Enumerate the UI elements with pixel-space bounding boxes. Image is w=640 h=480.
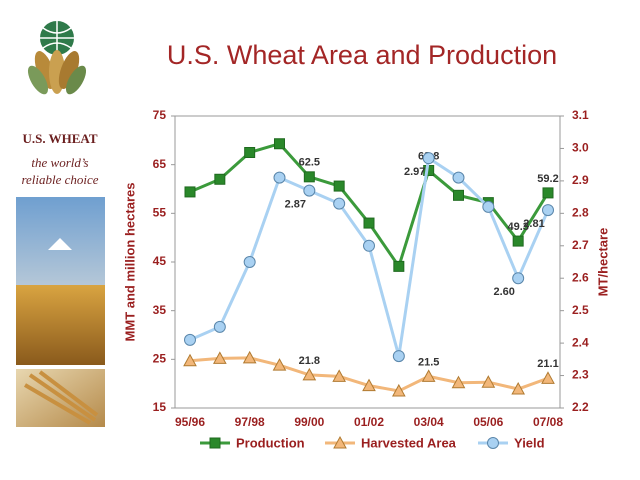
data-label: 21.1 bbox=[537, 358, 558, 370]
marker bbox=[303, 171, 315, 183]
chart-title: U.S. Wheat Area and Production bbox=[167, 40, 557, 70]
y-tick-label: 35 bbox=[153, 303, 167, 317]
data-label: 2.60 bbox=[493, 286, 514, 298]
data-label: 2.81 bbox=[523, 218, 544, 230]
y-axis-label: MMT and million hectares bbox=[122, 183, 137, 342]
marker bbox=[482, 200, 495, 213]
y2-tick-label: 2.7 bbox=[572, 238, 589, 252]
marker bbox=[391, 383, 406, 397]
marker bbox=[453, 189, 464, 201]
marker bbox=[332, 369, 347, 382]
legend-marker bbox=[333, 435, 347, 449]
data-label: 2.87 bbox=[285, 199, 306, 211]
x-tick-label: 01/02 bbox=[354, 415, 384, 429]
marker bbox=[274, 138, 285, 150]
marker bbox=[212, 351, 227, 364]
marker bbox=[273, 171, 286, 184]
marker bbox=[333, 197, 346, 210]
logo bbox=[27, 19, 87, 95]
data-label: 62.5 bbox=[299, 157, 320, 169]
marker bbox=[421, 369, 436, 382]
data-label: 2.97 bbox=[404, 166, 425, 178]
marker bbox=[244, 147, 256, 158]
marker bbox=[184, 186, 196, 198]
x-tick-label: 95/96 bbox=[175, 415, 205, 429]
legend-marker bbox=[487, 437, 499, 449]
marker bbox=[541, 371, 555, 384]
y-tick-label: 45 bbox=[153, 254, 167, 268]
y2-tick-label: 2.5 bbox=[572, 303, 589, 317]
marker bbox=[183, 353, 197, 367]
marker bbox=[362, 378, 376, 392]
marker bbox=[451, 375, 466, 389]
legend-marker bbox=[209, 437, 221, 449]
marker bbox=[363, 217, 375, 229]
legend-label: Harvested Area bbox=[361, 435, 457, 450]
mountain bbox=[48, 238, 72, 250]
marker bbox=[393, 260, 405, 272]
x-tick-label: 97/98 bbox=[235, 415, 265, 429]
y-tick-label: 25 bbox=[153, 352, 167, 366]
x-tick-label: 99/00 bbox=[294, 415, 324, 429]
y2-tick-label: 3.1 bbox=[572, 108, 589, 122]
y-tick-label: 75 bbox=[153, 108, 167, 122]
y2-tick-label: 2.4 bbox=[572, 335, 589, 349]
y-tick-label: 55 bbox=[153, 206, 167, 220]
marker bbox=[242, 350, 257, 364]
marker bbox=[213, 320, 226, 333]
marker bbox=[481, 375, 496, 388]
y2-axis-label: MT/hectare bbox=[595, 228, 610, 297]
y2-tick-label: 2.6 bbox=[572, 270, 589, 284]
tagline: the world’s bbox=[31, 155, 88, 170]
marker bbox=[243, 256, 256, 268]
marker bbox=[422, 152, 435, 165]
y2-tick-label: 2.3 bbox=[572, 368, 589, 382]
y-tick-label: 15 bbox=[153, 400, 167, 414]
x-tick-label: 03/04 bbox=[414, 415, 444, 429]
y2-tick-label: 2.8 bbox=[572, 206, 589, 220]
series-line bbox=[189, 155, 550, 357]
marker bbox=[392, 350, 405, 363]
x-tick-label: 05/06 bbox=[473, 415, 503, 429]
photo-wheat bbox=[16, 285, 105, 365]
y2-tick-label: 2.9 bbox=[572, 173, 589, 187]
marker bbox=[363, 239, 375, 252]
marker bbox=[512, 235, 524, 247]
y2-tick-label: 2.2 bbox=[572, 400, 589, 414]
sidebar: U.S. WHEAT the world’s reliable choice bbox=[16, 19, 105, 427]
x-tick-label: 07/08 bbox=[533, 415, 563, 429]
legend-label: Production bbox=[236, 435, 305, 450]
marker bbox=[511, 381, 526, 395]
y2-tick-label: 3.0 bbox=[572, 141, 589, 155]
marker bbox=[452, 171, 465, 184]
data-label: 21.5 bbox=[418, 356, 439, 368]
marker bbox=[303, 184, 316, 197]
data-label: 59.2 bbox=[537, 173, 558, 185]
sheaf-stalks bbox=[23, 370, 99, 425]
marker bbox=[184, 333, 196, 346]
marker bbox=[214, 173, 226, 185]
plot-area bbox=[174, 115, 561, 409]
tagline: reliable choice bbox=[21, 172, 98, 187]
y-tick-label: 65 bbox=[153, 157, 167, 171]
marker bbox=[542, 187, 554, 199]
data-label: 49.3 bbox=[507, 221, 528, 233]
brand: U.S. WHEAT bbox=[22, 131, 97, 146]
marker bbox=[512, 272, 525, 285]
legend-label: Yield bbox=[514, 435, 545, 450]
data-label: 21.8 bbox=[299, 355, 320, 367]
marker bbox=[333, 180, 345, 192]
marker bbox=[302, 367, 317, 381]
marker bbox=[542, 204, 554, 217]
marker bbox=[272, 358, 287, 371]
